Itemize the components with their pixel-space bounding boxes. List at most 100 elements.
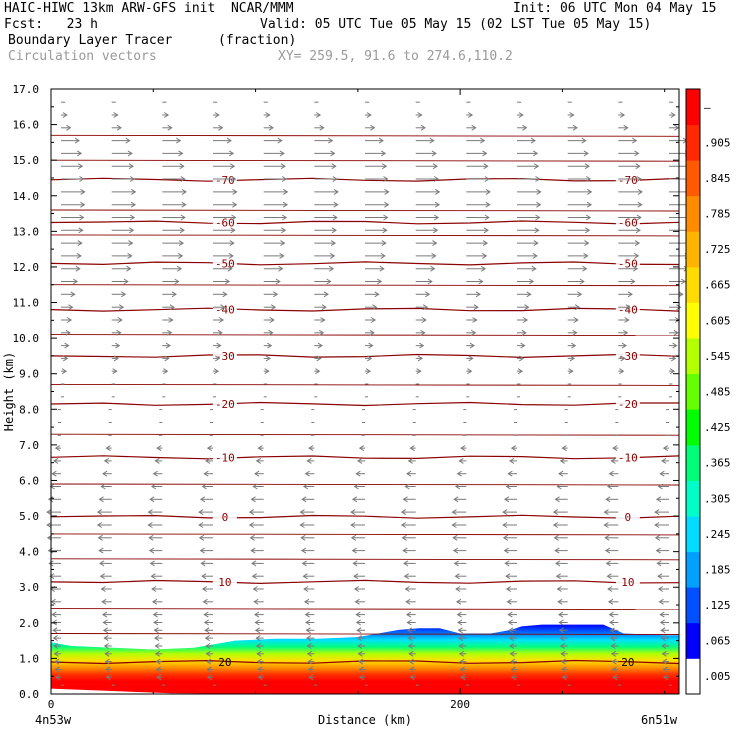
wind-vector-head [279,150,285,157]
wind-vector-head [70,291,76,298]
wind-vector-head [204,627,210,634]
wind-vector-head [406,619,412,626]
contour-label-bg [615,256,640,269]
wind-vector-head [433,214,440,221]
colorbar-swatch [686,622,700,659]
contour-line [50,633,680,635]
wind-vector-head [505,483,511,490]
wind-vector-head [232,188,238,195]
wind-vector-head [330,150,336,157]
wind-vector-head [164,355,170,362]
y-tick-label: 11.0 [13,297,40,310]
wind-vector-head [367,355,373,362]
contour-label-bg [615,396,640,409]
wind-vector-head [358,658,364,665]
wind-vector-head [654,509,660,516]
wind-vector-head [328,137,334,144]
wind-vector-head [517,368,524,375]
wind-vector-head [627,291,633,298]
wind-vector-head [356,627,362,634]
wind-vector-head [623,329,629,336]
wind-vector-head [505,586,512,592]
wind-vector-head [637,188,643,195]
wind-vector-head [206,666,212,673]
wind-vector-head [409,666,415,673]
wind-vector-head [404,483,410,490]
wind-vector-head [323,291,329,298]
wind-vector-head [432,240,438,247]
wind-vector-head [451,509,457,516]
wind-vector-head [509,643,515,649]
colorbar-label: .605 [704,314,731,327]
wind-vector-head [355,611,361,618]
contour-label: -10 [618,451,638,464]
wind-vector-head [456,611,462,618]
wind-vector-head [407,635,413,642]
wind-vector-head [507,611,513,618]
wind-vector-head [163,368,169,375]
wind-vector-head [383,176,389,182]
wind-vector-head [608,470,614,477]
wind-vector-head [458,643,464,649]
wind-vector-head [156,445,162,452]
wind-vector-head [357,643,363,649]
wind-vector-head [205,650,211,657]
contour-line [50,533,680,536]
wind-vector-head [405,611,412,618]
wind-vector-head [206,658,212,665]
wind-vector-head [355,619,361,626]
wind-vector-head [46,534,53,541]
wind-vector-head [308,445,314,452]
wind-vector-head [61,368,68,375]
wind-vector-head [555,560,561,567]
wind-vector-head [636,176,642,182]
wind-vector-head [53,650,59,657]
wind-vector-head [251,560,257,567]
wind-vector-head [419,342,425,349]
wind-vector-head [198,509,204,516]
wind-vector-head [154,643,160,649]
wind-vector-head [483,163,489,170]
wind-vector-head [431,150,437,157]
wind-vector-head [351,547,357,554]
wind-vector-head [350,534,357,541]
wind-vector-head [77,240,83,247]
wind-vector-head [370,124,376,131]
wind-vector-head [559,457,565,464]
wind-vector-head [561,666,567,673]
contour-label: -20 [215,398,235,411]
y-tick-label: 5.0 [19,510,39,523]
wind-vector-head [507,470,513,477]
wind-vector-head [105,666,111,673]
wind-vector-head [265,112,271,118]
wind-vector-head [116,329,122,336]
wind-vector-head [252,586,258,592]
contour-label: -10 [215,451,235,464]
wind-vector-head [199,547,205,554]
wind-vector-head [112,368,118,375]
colorbar-frame [685,88,701,695]
wind-vector-head [674,124,680,131]
y-tick-label: 16.0 [13,119,40,132]
colorbar-swatch [686,551,700,588]
wind-vector-head [254,619,260,626]
wind-vector-head [374,291,380,298]
wind-vector-head [76,252,82,259]
wind-vector-head [53,457,59,464]
colorbar-label: .305 [704,492,731,505]
wind-vector-head [509,650,515,657]
wind-vector-head [531,265,537,272]
y-tick-label: 2.0 [19,617,39,630]
wind-vector-head [228,150,235,157]
y-tick-label: 1.0 [19,652,39,665]
wind-vector-head [102,619,108,626]
wind-vector-head [306,650,313,657]
wind-vector-head [102,470,108,477]
contour-line [50,514,680,519]
wind-vector-head [100,483,106,490]
wind-vector-head [52,635,58,642]
wind-vector-head [456,470,462,477]
wind-vector-head [484,176,490,182]
colorbar-swatch [686,89,700,125]
wind-vector-head [154,457,160,464]
